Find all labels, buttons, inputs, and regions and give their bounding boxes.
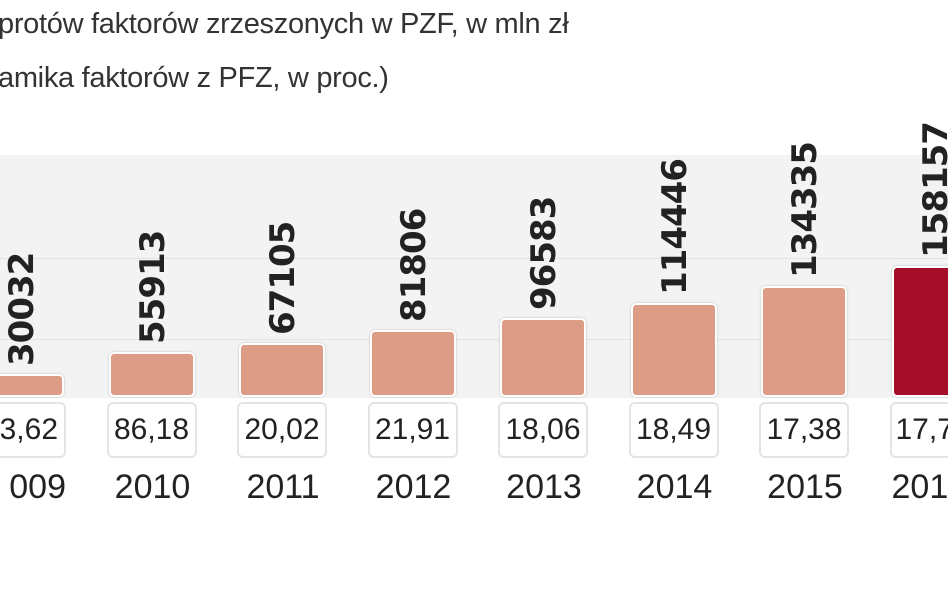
value-label: 158157 (915, 121, 948, 258)
bar-group: 96583 18,06 2013 (494, 0, 594, 593)
bar-group: 55913 86,18 2010 (103, 0, 203, 593)
year-label: 2014 (636, 468, 713, 506)
bar-group: 30032 3,62 009 (0, 0, 72, 593)
chart-title-line-2: amika faktorów z PFZ, w proc.) (0, 62, 389, 94)
year-label: 2010 (114, 468, 191, 506)
growth-label: 21,91 (367, 402, 458, 458)
value-label: 81806 (393, 209, 434, 323)
growth-label: 20,02 (237, 402, 327, 458)
bar-group: 67105 20,02 2011 (233, 0, 333, 593)
bar (239, 342, 325, 397)
value-label: 96583 (524, 196, 564, 310)
value-label: 114446 (654, 158, 695, 295)
value-label: 55913 (132, 231, 173, 345)
bar (500, 317, 586, 397)
growth-label: 18,49 (628, 402, 719, 458)
bar (761, 285, 847, 397)
year-label: 2013 (506, 468, 582, 506)
bar (108, 352, 195, 397)
growth-label: 3,62 (0, 402, 66, 458)
year-label: 201 (891, 468, 948, 506)
year-label: 009 (9, 468, 66, 506)
year-label: 2015 (767, 468, 843, 506)
bar-group: 158157 17,7 201 (886, 0, 948, 593)
year-label: 2012 (375, 468, 452, 506)
gridline (0, 339, 948, 340)
value-label: 134335 (785, 141, 825, 278)
bar-group: 134335 17,38 2015 (755, 0, 855, 593)
value-label: 30032 (2, 253, 42, 367)
bar (630, 302, 717, 397)
bar (0, 374, 64, 397)
growth-label: 86,18 (106, 402, 197, 458)
year-label: 2011 (246, 468, 320, 506)
value-label: 67105 (263, 221, 303, 335)
growth-label: 18,06 (498, 402, 588, 458)
growth-label: 17,38 (759, 402, 849, 458)
chart-title-line-1: protów faktorów zrzeszonych w PZF, w mln… (0, 8, 569, 40)
bar-group: 81806 21,91 2012 (364, 0, 464, 593)
growth-label: 17,7 (889, 402, 948, 458)
gridline (0, 258, 948, 259)
bar-group: 114446 18,49 2014 (625, 0, 725, 593)
bar (369, 330, 456, 397)
bar (891, 265, 948, 397)
